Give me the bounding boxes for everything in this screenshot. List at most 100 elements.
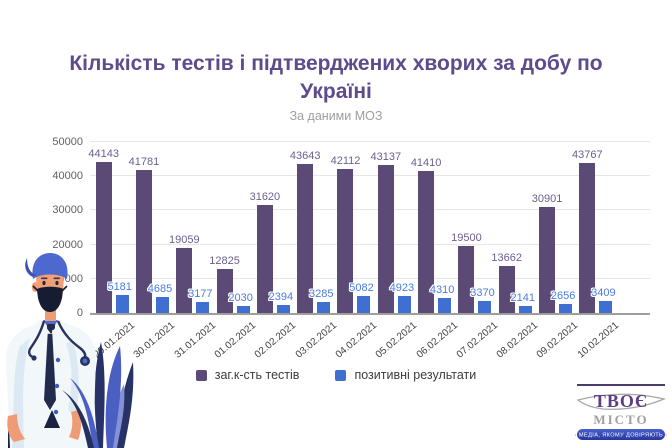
bar-group: 13662 2141 08.02.2021	[491, 142, 540, 360]
plant-leaf	[62, 390, 94, 448]
bar-group: 42112 5082 04.02.2021	[331, 142, 379, 361]
x-axis-date-label: 04.02.2021	[333, 320, 380, 361]
doctor-eyebrow	[53, 277, 60, 280]
doctor-tie	[44, 328, 56, 410]
bar-group: 43643 3285 03.02.2021	[290, 142, 339, 361]
bar-total-tests[interactable]: 43643	[290, 150, 320, 313]
bar-positive-results[interactable]: 3285	[309, 288, 333, 313]
bar-positive-results[interactable]: 2656	[551, 290, 575, 313]
bar-value-label: 43643	[289, 149, 321, 162]
bar-value-label: 43137	[370, 151, 402, 164]
doctor-hand	[69, 410, 81, 440]
bar-positive-results[interactable]: 3177	[188, 288, 213, 313]
bar-value-label: 5082	[349, 281, 374, 294]
bar-total-tests[interactable]: 41781	[129, 156, 159, 313]
bar-group: 43767 3409 10.02.2021	[572, 142, 621, 360]
bar-positive-results[interactable]: 2030	[228, 292, 253, 313]
plant-leaf	[94, 342, 105, 448]
logo-tagline-pill	[577, 429, 665, 440]
logo-rule	[577, 384, 665, 386]
legend-swatch	[195, 369, 207, 381]
logo-word-bottom: МІСТО	[593, 412, 648, 427]
bar-positive-results[interactable]: 3370	[470, 287, 495, 313]
x-axis-date-label: 09.02.2021	[535, 320, 581, 361]
cap-fold	[25, 258, 36, 277]
bar-value-label: 3285	[308, 287, 334, 300]
bar-value-label: 4923	[389, 282, 415, 295]
bar-value-label: 2394	[268, 290, 294, 303]
legend-label: позитивні результати	[354, 368, 477, 382]
stethoscope-tube	[28, 320, 46, 359]
bar-total-tests[interactable]: 42112	[331, 155, 360, 313]
coat-button	[55, 357, 61, 363]
mask-straps	[32, 285, 68, 292]
bar-positive-results[interactable]: 2141	[511, 292, 535, 313]
bar-total-tests[interactable]: 19059	[169, 234, 200, 313]
bar-value-label: 4310	[429, 284, 455, 297]
bar-value-label: 31620	[249, 190, 281, 203]
bar-total-tests[interactable]: 44143	[88, 148, 119, 313]
bar-total-tests[interactable]: 31620	[250, 191, 280, 313]
bar-group: 31620 2394 02.02.2021	[250, 142, 299, 361]
logo-word-top: ТВОЄ	[594, 391, 648, 411]
coat-button	[54, 383, 60, 389]
y-axis-tick-label: 0	[76, 307, 83, 319]
bar-positive-results[interactable]: 5082	[349, 282, 374, 313]
bar-value-label: 5181	[107, 281, 132, 294]
x-axis-date-label: 03.02.2021	[293, 320, 339, 361]
legend-item[interactable]: заг.к-сть тестів	[195, 368, 300, 382]
doctor-eyebrow	[41, 277, 48, 280]
stethoscope-tube	[56, 320, 87, 359]
gridline	[90, 175, 650, 177]
x-axis-date-label: 05.02.2021	[373, 320, 420, 361]
legend-label: заг.к-сть тестів	[214, 368, 300, 382]
tvoe-misto-logo: ТВОЄ МІСТО «МЕДІА, ЯКОМУ ДОВІРЯЮТЬ»	[575, 384, 667, 440]
bar-value-label: 41410	[410, 157, 442, 170]
bar-total-tests[interactable]: 12825	[209, 255, 240, 313]
bar-value-label: 19059	[168, 233, 200, 246]
bar-value-label: 13662	[491, 252, 523, 265]
bar-positive-results[interactable]: 2394	[269, 291, 293, 313]
bar-positive-results[interactable]: 4923	[390, 282, 414, 313]
bar-group: 19059 3177 31.01.2021	[169, 142, 218, 361]
plant-leaf	[70, 378, 99, 448]
bar-total-tests[interactable]: 30901	[532, 193, 562, 313]
bar-total-tests[interactable]: 43767	[572, 149, 603, 313]
bar-positive-results[interactable]: 4310	[430, 284, 454, 313]
bar-group: 41781 4685 30.01.2021	[129, 142, 178, 360]
page-title: Кількість тестів і підтверджених хворих …	[69, 52, 603, 103]
gridline	[90, 141, 650, 142]
eye-icon	[576, 393, 667, 410]
bar-positive-results[interactable]: 5181	[107, 281, 132, 313]
bar-group: 41410 4310 06.02.2021	[411, 142, 460, 360]
bar-value-label: 4685	[147, 282, 173, 295]
legend-swatch	[335, 369, 347, 381]
y-axis-tick-label: 50000	[52, 136, 83, 148]
x-axis-date-label: 06.02.2021	[414, 320, 460, 361]
bar-value-label: 3177	[188, 288, 213, 301]
bar-positive-results[interactable]: 3409	[591, 287, 616, 313]
plant-leaf	[105, 346, 122, 448]
coat-button	[53, 409, 59, 415]
bar-value-label: 2141	[510, 291, 536, 304]
bar-total-tests[interactable]: 41410	[411, 157, 441, 313]
x-axis-date-label: 02.02.2021	[253, 320, 299, 361]
bar-value-label: 3370	[470, 287, 495, 300]
stethoscope-chestpiece-center	[82, 358, 88, 364]
bar-value-label: 3409	[591, 287, 616, 300]
bar-value-label: 43767	[572, 149, 603, 162]
x-axis-date-label: 10.02.2021	[575, 320, 621, 361]
bar-positive-results[interactable]: 4685	[148, 283, 172, 313]
legend-item[interactable]: позитивні результати	[335, 368, 476, 382]
stethoscope-end	[31, 355, 37, 361]
tagline-open-quote: «	[575, 433, 577, 439]
bar-group: 12825 2030 01.02.2021	[209, 142, 258, 360]
y-axis-tick-label: 40000	[52, 170, 83, 183]
bar-total-tests[interactable]: 19500	[451, 232, 482, 313]
bar-total-tests[interactable]: 43137	[371, 151, 401, 313]
legend: заг.к-сть тестів позитивні результати	[0, 368, 672, 382]
face-mask	[37, 286, 63, 312]
tagline-text: МЕДІА, ЯКОМУ ДОВІРЯЮТЬ	[579, 433, 663, 439]
bar-value-label: 12825	[209, 255, 240, 268]
bar-total-tests[interactable]: 13662	[491, 252, 522, 313]
